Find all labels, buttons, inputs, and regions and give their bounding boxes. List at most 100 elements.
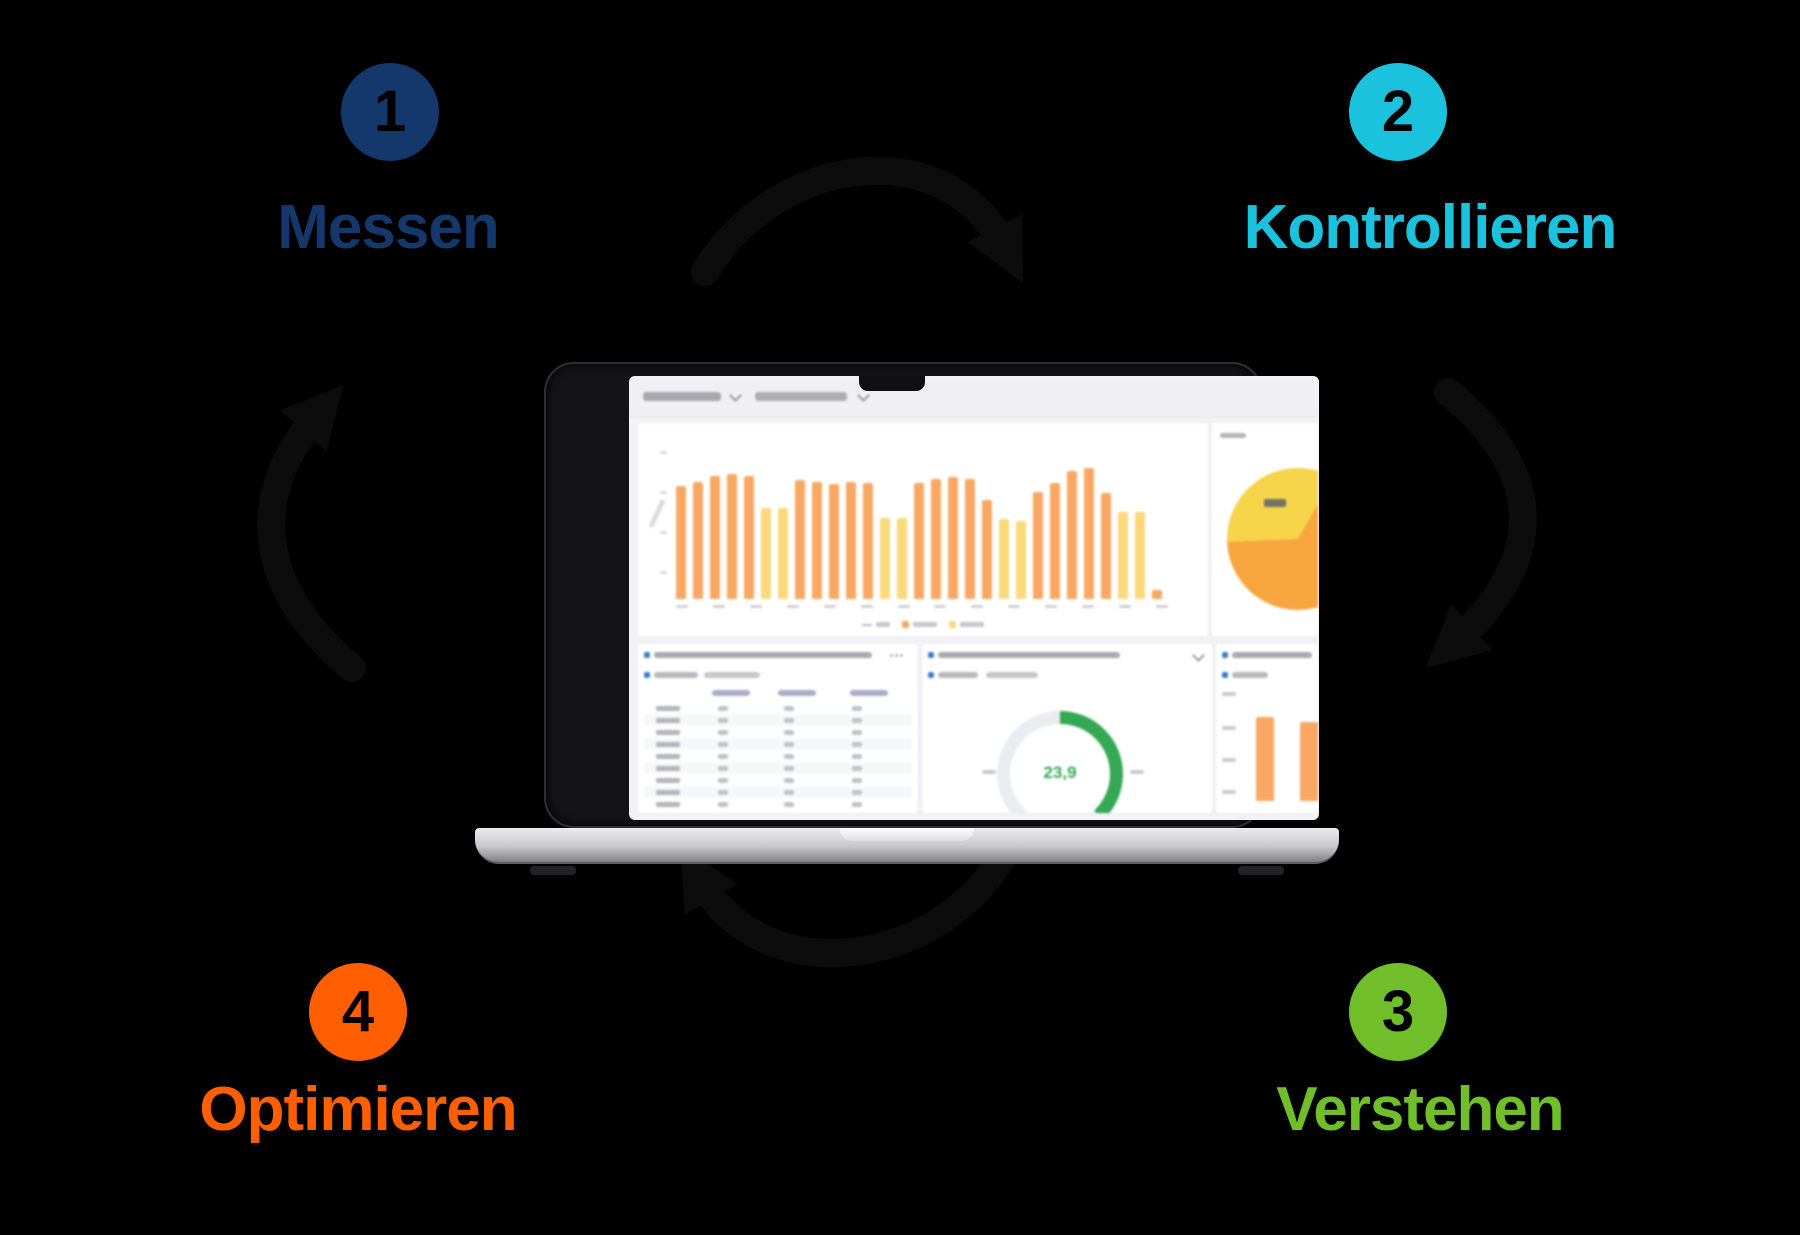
- panel-pie-chart: [1211, 422, 1319, 637]
- cell-value-placeholder: [718, 741, 728, 747]
- step-2-number: 2: [1381, 79, 1415, 144]
- laptop-mockup: 23,9: [475, 362, 1339, 888]
- legend-item: [949, 621, 984, 628]
- step-2-badge: 2: [1349, 63, 1447, 161]
- row-label-placeholder: [656, 801, 680, 807]
- cell-value-placeholder: [852, 705, 862, 711]
- x-tick-label-placeholder: [971, 605, 984, 608]
- x-tick-label-placeholder: [786, 605, 799, 608]
- filter-placeholder: [938, 672, 978, 678]
- y-tick: [660, 451, 667, 454]
- chart-bar: [931, 479, 941, 599]
- cell-value-placeholder: [784, 801, 794, 807]
- gauge-value: 23,9: [1043, 763, 1077, 782]
- step-3-label: Verstehen: [1276, 1075, 1564, 1144]
- chart-bar: [1135, 512, 1145, 599]
- chevron-down-icon: [729, 389, 742, 402]
- row-label-placeholder: [656, 729, 680, 735]
- chevron-down-icon: [857, 389, 870, 402]
- row-label-placeholder: [656, 753, 680, 759]
- step-4-number: 4: [341, 979, 375, 1044]
- chart-bar: [1084, 468, 1094, 599]
- column-header-placeholder: [778, 690, 816, 696]
- table-row: [644, 726, 912, 738]
- y-tick-placeholder: [1222, 790, 1236, 794]
- y-tick: [660, 531, 667, 534]
- step-4-badge: 4: [309, 963, 407, 1061]
- chart-bar: [999, 519, 1009, 599]
- filter-placeholder: [654, 672, 698, 678]
- chevron-down-icon: [1192, 649, 1205, 662]
- column-header-placeholder: [712, 690, 750, 696]
- y-tick: [660, 571, 667, 574]
- table-row: [644, 798, 912, 810]
- chart-bar: [795, 480, 805, 599]
- panel-title-placeholder: [1232, 652, 1312, 658]
- chart-bar: [1101, 493, 1111, 599]
- legend-swatch-orange: [902, 621, 909, 628]
- chart-bar: [761, 508, 771, 599]
- gauge-max-label-placeholder: [1130, 770, 1144, 774]
- chart-bar: [744, 476, 754, 599]
- cell-value-placeholder: [784, 777, 794, 783]
- chart-bar: [1050, 483, 1060, 599]
- chart-bar: [948, 477, 958, 599]
- row-label-placeholder: [656, 777, 680, 783]
- gauge-min-label-placeholder: [982, 770, 996, 774]
- main-bar-chart-bars: [676, 449, 1168, 599]
- legend-item: [862, 622, 890, 627]
- panel-icon: [644, 652, 650, 658]
- table-row: [644, 750, 912, 762]
- legend-swatch-line: [862, 623, 872, 626]
- x-tick-label-placeholder: [1082, 605, 1095, 608]
- row-label-placeholder: [656, 717, 680, 723]
- y-tick: [660, 491, 667, 494]
- chart-bar: [710, 476, 720, 599]
- chart-bar: [1016, 521, 1026, 599]
- table-row: [644, 702, 912, 714]
- x-tick-label-placeholder: [1155, 605, 1168, 608]
- step-1-label: Messen: [277, 193, 499, 262]
- x-tick-label-placeholder: [1045, 605, 1058, 608]
- step-1-number: 1: [373, 79, 407, 144]
- x-tick-label-placeholder: [676, 605, 688, 608]
- cell-value-placeholder: [852, 789, 862, 795]
- cell-value-placeholder: [784, 729, 794, 735]
- laptop-notch: [859, 376, 925, 391]
- cell-value-placeholder: [852, 741, 862, 747]
- filter-placeholder: [704, 672, 760, 678]
- gauge-hole: [1010, 724, 1110, 813]
- laptop-lid-scoop: [840, 828, 974, 841]
- row-label-placeholder: [656, 789, 680, 795]
- laptop-foot: [1238, 866, 1284, 875]
- x-tick-label-placeholder: [823, 605, 836, 608]
- x-tick-label-placeholder: [712, 605, 725, 608]
- gauge-ring: 23,9: [997, 711, 1123, 813]
- dashboard-content: 23,9: [629, 376, 1319, 820]
- table-row: [644, 738, 912, 750]
- cycle-arrow-right: [1425, 378, 1537, 668]
- legend-label-placeholder: [960, 622, 984, 627]
- chart-bar: [1118, 512, 1128, 599]
- chart-bar: [727, 474, 737, 599]
- x-tick-label-placeholder: [897, 605, 910, 608]
- chart-bar: [965, 479, 975, 599]
- chart-bar: [846, 482, 856, 599]
- chart-bar: [1033, 492, 1043, 599]
- row-label-placeholder: [656, 765, 680, 771]
- filter-icon: [1222, 672, 1228, 678]
- chart-bar: [897, 518, 907, 599]
- row-label-placeholder: [656, 705, 680, 711]
- side-bars: [1256, 651, 1318, 801]
- x-tick-label-placeholder: [860, 605, 873, 608]
- more-options-icon: [890, 654, 893, 657]
- cycle-arrow-bottom: [680, 844, 1016, 967]
- nav-item-placeholder: [643, 392, 721, 401]
- chart-bar: [1300, 722, 1318, 801]
- panel-title-placeholder: [1220, 433, 1246, 438]
- pie-chart: [1227, 468, 1318, 610]
- y-tick-placeholder: [1222, 758, 1236, 762]
- chart-bar: [812, 482, 822, 599]
- chart-bar: [693, 482, 703, 599]
- filter-placeholder: [1232, 672, 1268, 678]
